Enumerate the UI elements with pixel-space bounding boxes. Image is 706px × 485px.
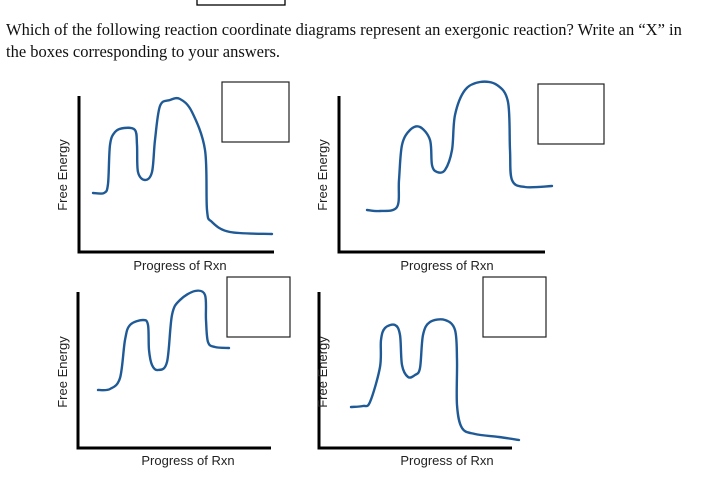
reaction-diagram-3: Progress of Rxn Free Energy [55, 276, 291, 468]
axes [76, 292, 271, 450]
question-line-2: the boxes corresponding to your answers. [6, 42, 281, 61]
answer-box[interactable] [226, 276, 291, 338]
previous-answer-box [196, 0, 286, 6]
axes [77, 96, 274, 254]
y-axis-label: Free Energy [55, 139, 70, 211]
reaction-diagram-2: Progress of Rxn Free Energy [315, 80, 605, 273]
x-axis-label: Progress of Rxn [400, 258, 493, 273]
y-axis-label: Free Energy [315, 336, 330, 408]
y-axis-label: Free Energy [315, 139, 330, 211]
energy-curve [365, 80, 554, 213]
reaction-diagram-4: Progress of Rxn Free Energy [315, 276, 547, 468]
axes [337, 96, 545, 254]
energy-curve [91, 96, 274, 236]
energy-curve [96, 289, 231, 392]
x-axis-label: Progress of Rxn [400, 453, 493, 468]
x-axis-label: Progress of Rxn [133, 258, 226, 273]
question-line-1: Which of the following reaction coordina… [6, 20, 682, 39]
axes [317, 292, 512, 450]
energy-curve [349, 318, 521, 442]
x-axis-label: Progress of Rxn [141, 453, 234, 468]
answer-box[interactable] [537, 83, 605, 145]
reaction-diagram-1: Progress of Rxn Free Energy [55, 81, 290, 273]
answer-box[interactable] [482, 276, 547, 338]
y-axis-label: Free Energy [55, 336, 70, 408]
answer-box[interactable] [221, 81, 290, 143]
